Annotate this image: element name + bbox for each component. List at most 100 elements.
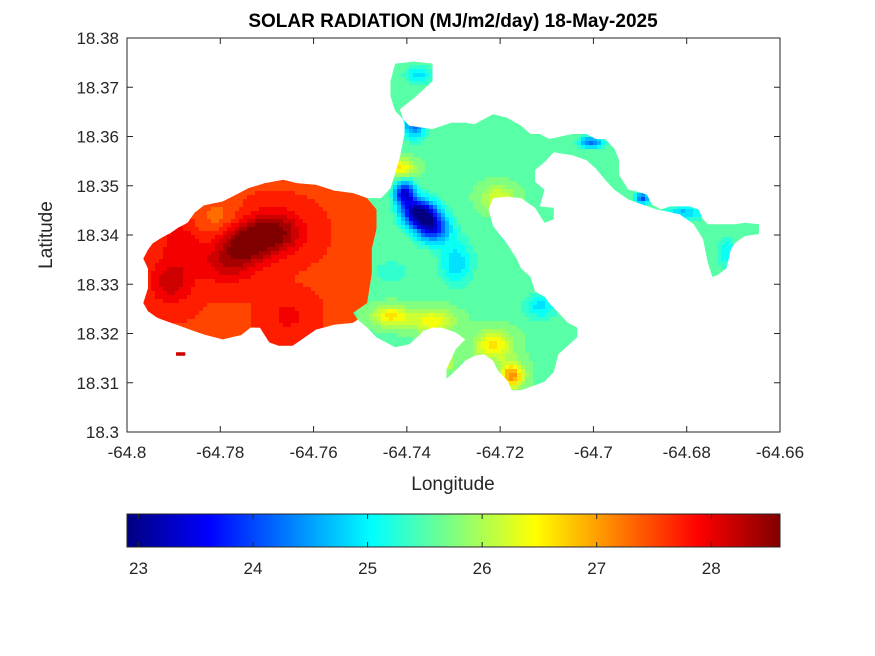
heatmap-cell: [287, 211, 292, 216]
heatmap-cell: [537, 141, 542, 146]
heatmap-cell: [187, 247, 192, 252]
heatmap-cell: [311, 191, 316, 196]
heatmap-cell: [151, 263, 156, 268]
heatmap-cell: [151, 287, 156, 292]
heatmap-cell: [533, 141, 538, 146]
heatmap-cell: [351, 235, 356, 240]
heatmap-cell: [187, 271, 192, 276]
heatmap-cell: [323, 279, 328, 284]
heatmap-cell: [371, 207, 376, 212]
heatmap-cell: [331, 195, 336, 200]
heatmap-cell: [199, 223, 204, 228]
heatmap-cell: [597, 141, 602, 146]
heatmap-cell: [307, 255, 312, 260]
heatmap-cell: [351, 307, 356, 312]
heatmap-cell: [267, 259, 272, 264]
heatmap-cell: [155, 271, 160, 276]
heatmap-cell: [323, 271, 328, 276]
heatmap-cell: [211, 295, 216, 300]
heatmap-cell: [259, 243, 264, 248]
heatmap-cell: [223, 287, 228, 292]
heatmap-cell: [299, 191, 304, 196]
heatmap-cell: [255, 283, 260, 288]
heatmap-cell: [235, 247, 240, 252]
heatmap-cell: [171, 243, 176, 248]
heatmap-cell: [331, 283, 336, 288]
heatmap-cell: [319, 295, 324, 300]
heatmap-cell: [311, 211, 316, 216]
heatmap-cell: [413, 93, 418, 98]
heatmap-cell: [215, 207, 220, 212]
heatmap-cell: [167, 311, 172, 316]
heatmap-cell: [505, 117, 510, 122]
heatmap-cell: [307, 227, 312, 232]
heatmap-cell: [319, 271, 324, 276]
heatmap-cell: [255, 215, 260, 220]
heatmap-cell: [541, 137, 546, 142]
heatmap-cell: [553, 137, 558, 142]
heatmap-cell: [283, 211, 288, 216]
heatmap-cell: [215, 243, 220, 248]
heatmap-cell: [287, 199, 292, 204]
heatmap-cell: [231, 327, 236, 332]
heatmap-cell: [521, 137, 526, 142]
heatmap-cell: [339, 231, 344, 236]
heatmap-cell: [239, 247, 244, 252]
heatmap-cell: [521, 141, 526, 146]
heatmap-cell: [323, 291, 328, 296]
heatmap-cell: [501, 117, 506, 122]
heatmap-cell: [497, 149, 502, 154]
heatmap-cell: [243, 287, 248, 292]
heatmap-cell: [163, 235, 168, 240]
heatmap-cell: [347, 231, 352, 236]
heatmap-cell: [159, 299, 164, 304]
heatmap-cell: [187, 243, 192, 248]
heatmap-cell: [235, 215, 240, 220]
heatmap-cell: [243, 327, 248, 332]
heatmap-cell: [239, 195, 244, 200]
heatmap-cell: [279, 303, 284, 308]
heatmap-cell: [307, 207, 312, 212]
heatmap-cell: [401, 73, 406, 78]
heatmap-cell: [219, 227, 224, 232]
heatmap-cell: [355, 283, 360, 288]
heatmap-cell: [405, 89, 410, 94]
heatmap-cell: [355, 251, 360, 256]
heatmap-cell: [323, 307, 328, 312]
heatmap-cell: [295, 267, 300, 272]
heatmap-cell: [425, 73, 430, 78]
heatmap-cell: [327, 279, 332, 284]
heatmap-cell: [363, 239, 368, 244]
heatmap-cell: [267, 295, 272, 300]
heatmap-cell: [363, 255, 368, 260]
heatmap-cell: [311, 319, 316, 324]
heatmap-cell: [581, 153, 586, 158]
heatmap-cell: [283, 239, 288, 244]
heatmap-cell: [335, 299, 340, 304]
heatmap-cell: [143, 259, 148, 264]
heatmap-cell: [255, 203, 260, 208]
heatmap-cell: [167, 307, 172, 312]
heatmap-cell: [167, 279, 172, 284]
heatmap-cell: [271, 315, 276, 320]
heatmap-cell: [421, 137, 426, 142]
heatmap-cell: [315, 251, 320, 256]
heatmap-cell: [259, 219, 264, 224]
heatmap-cell: [307, 303, 312, 308]
heatmap-cell: [303, 207, 308, 212]
heatmap-cell: [207, 271, 212, 276]
heatmap-cell: [335, 243, 340, 248]
heatmap-cell: [179, 303, 184, 308]
heatmap-cell: [199, 307, 204, 312]
heatmap-cell: [521, 129, 526, 134]
heatmap-cell: [307, 287, 312, 292]
heatmap-cell: [259, 283, 264, 288]
heatmap-cell: [323, 251, 328, 256]
heatmap-cell: [211, 315, 216, 320]
heatmap-cell: [505, 141, 510, 146]
heatmap-cell: [171, 251, 176, 256]
heatmap-cell: [211, 219, 216, 224]
heatmap-cell: [283, 315, 288, 320]
heatmap-cell: [259, 291, 264, 296]
heatmap-cell: [223, 319, 228, 324]
